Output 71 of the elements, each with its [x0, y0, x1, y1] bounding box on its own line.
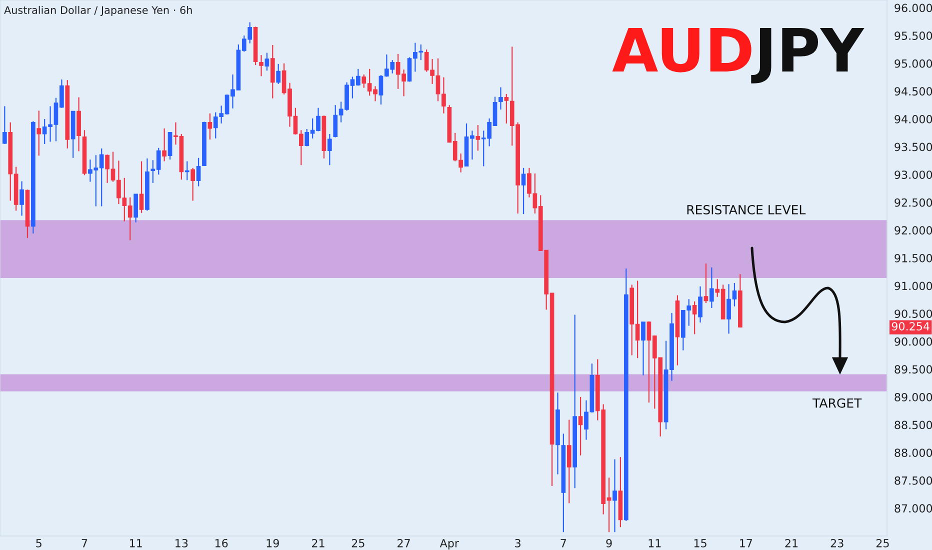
y-tick-label: 96.000 — [894, 4, 932, 12]
candlestick — [504, 93, 509, 124]
text: Australian Dollar / Japanese Yen · 6h — [4, 6, 192, 16]
candlestick — [270, 44, 275, 99]
y-tick-label: 87.500 — [894, 476, 932, 485]
candlestick — [139, 160, 144, 214]
x-tick-label: 9 — [606, 538, 612, 548]
candlestick — [698, 286, 702, 324]
annotation: 90.254 — [892, 322, 930, 330]
candlestick — [641, 321, 646, 376]
x-tick-label: 16 — [215, 538, 228, 548]
x-tick-label: Apr — [440, 539, 460, 550]
x-tick-label: 11 — [648, 539, 661, 548]
y-tick-label: 95.000 — [894, 59, 932, 68]
candlestick — [328, 133, 332, 166]
x-tick-label: 15 — [694, 539, 706, 548]
candlestick — [521, 167, 526, 215]
candlestick — [134, 193, 138, 223]
x-tick-label: 23 — [830, 538, 844, 548]
y-tick-label: 88.000 — [894, 448, 932, 457]
candlestick — [184, 160, 190, 181]
candlestick — [2, 106, 7, 145]
x-tick-label: 21 — [785, 538, 798, 548]
y-tick-label: 95.500 — [894, 32, 932, 40]
candlestick — [476, 124, 480, 152]
y-tick-label: 91.000 — [894, 282, 932, 290]
candlestick — [498, 86, 503, 110]
y-tick-label: 94.000 — [894, 114, 932, 124]
y-tick-label: 92.500 — [894, 198, 932, 207]
candlestick — [196, 157, 201, 187]
y-tick-label: 92.000 — [894, 226, 932, 235]
candlestick — [162, 128, 166, 162]
candlestick — [190, 167, 195, 202]
y-tick-label: 87.000 — [894, 504, 932, 513]
candlestick — [264, 52, 270, 72]
x-tick-label: 11 — [130, 539, 142, 548]
candlestick — [168, 132, 172, 160]
x-tick-label: 17 — [740, 539, 752, 548]
chart-title: AUDJPY — [612, 28, 864, 84]
candlestick — [710, 266, 714, 309]
x-tick-label: 7 — [82, 539, 88, 548]
band-label: RESISTANCE LEVEL — [687, 204, 806, 214]
candlestick — [259, 54, 264, 77]
x-tick-label: 7 — [560, 539, 566, 548]
candlestick — [578, 396, 583, 456]
x-tick-label: 13 — [176, 538, 188, 548]
x-tick-label: 3 — [515, 538, 520, 548]
y-tick-label: 91.500 — [894, 254, 932, 262]
x-tick-label: 25 — [876, 538, 889, 548]
candlestick — [20, 180, 24, 216]
y-tick-label: 90.000 — [894, 337, 932, 346]
candlestick — [566, 419, 572, 504]
candlestick — [36, 110, 42, 156]
x-tick-label: 21 — [312, 538, 324, 548]
y-tick-label: 90.500 — [894, 310, 932, 318]
candlestick — [208, 112, 212, 140]
candlestick — [692, 300, 697, 335]
band-label: TARGET — [812, 398, 862, 408]
candlestick — [276, 63, 281, 85]
x-tick-label: 27 — [398, 538, 410, 548]
x-tick-label: 19 — [266, 538, 279, 548]
y-tick-label: 89.500 — [894, 365, 932, 374]
y-tick-label: 88.500 — [894, 420, 932, 430]
x-tick-label: 5 — [36, 539, 42, 548]
y-tick-label: 89.000 — [894, 392, 932, 402]
candlestick — [612, 458, 617, 533]
x-tick-label: 25 — [352, 538, 364, 548]
y-tick-label: 93.000 — [894, 170, 932, 179]
y-tick-label: 93.500 — [894, 142, 932, 152]
candlestick — [704, 262, 708, 304]
y-tick-label: 94.500 — [894, 87, 932, 96]
